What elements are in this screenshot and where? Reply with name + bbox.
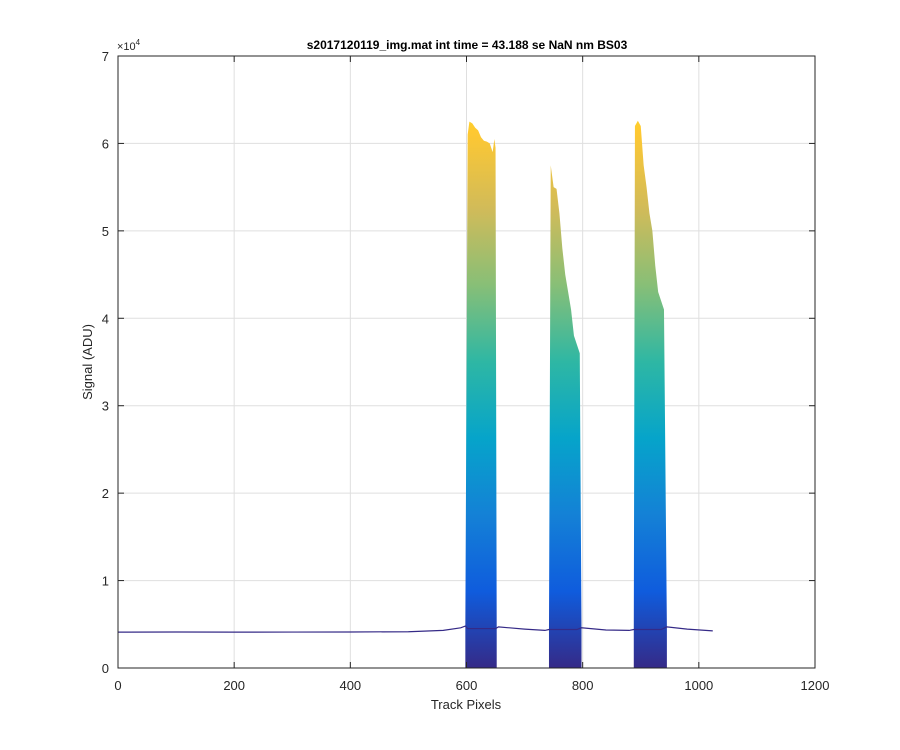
x-tick-label: 600 <box>456 678 478 693</box>
x-tick-label: 1000 <box>684 678 713 693</box>
y-axis-label: Signal (ADU) <box>80 324 95 400</box>
y-exponent-power: 4 <box>136 38 141 47</box>
x-tick-label: 0 <box>114 678 121 693</box>
y-tick-label: 7 <box>102 49 109 64</box>
baseline-line <box>117 625 713 633</box>
peak-1-area <box>465 121 497 669</box>
x-tick-label: 200 <box>223 678 245 693</box>
y-exponent-base: ×10 <box>117 41 136 53</box>
y-tick-label: 6 <box>102 136 109 151</box>
y-tick-label: 1 <box>102 574 109 589</box>
chart-title: s2017120119_img.mat int time = 43.188 se… <box>307 38 628 52</box>
x-tick-label: 1200 <box>801 678 830 693</box>
series <box>117 120 713 669</box>
y-axis: 0 1 2 3 4 5 6 7 <box>102 49 815 676</box>
x-axis-label: Track Pixels <box>431 697 502 712</box>
y-tick-label: 5 <box>102 224 109 239</box>
peak-3-area <box>633 120 667 668</box>
y-tick-label: 2 <box>102 486 109 501</box>
y-tick-label: 3 <box>102 399 109 414</box>
y-exponent-label: ×104 <box>117 38 141 53</box>
peak-2-area <box>548 165 582 669</box>
x-tick-label: 400 <box>339 678 361 693</box>
y-tick-label: 4 <box>102 311 109 326</box>
x-tick-label: 800 <box>572 678 594 693</box>
x-axis: 0 200 400 600 800 1000 1200 <box>114 56 829 693</box>
y-tick-label: 0 <box>102 661 109 676</box>
